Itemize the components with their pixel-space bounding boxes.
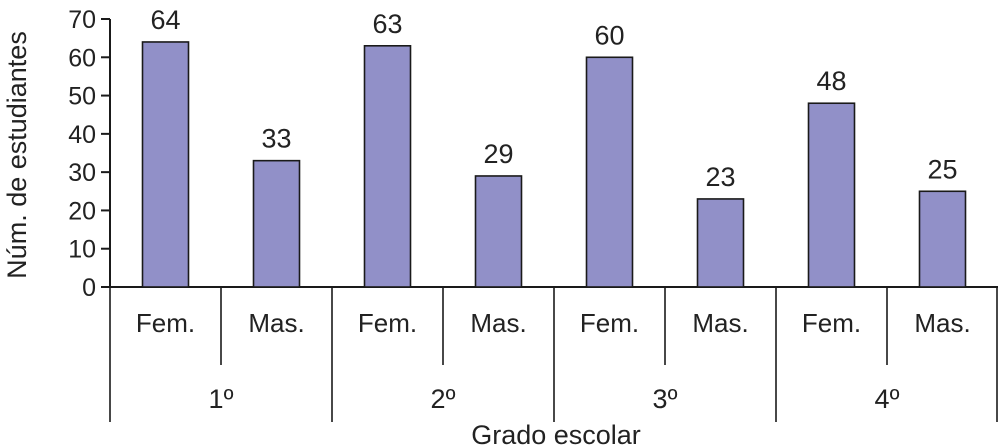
y-tick-label: 70 bbox=[68, 6, 96, 34]
group-label: 4º bbox=[875, 384, 900, 414]
category-label: Fem. bbox=[580, 308, 639, 338]
bar-value-label: 29 bbox=[483, 139, 513, 169]
y-tick-label: 30 bbox=[68, 159, 96, 187]
category-label: Mas. bbox=[692, 308, 748, 338]
y-tick-label: 40 bbox=[68, 121, 96, 149]
bar-value-label: 23 bbox=[705, 162, 735, 192]
y-axis-title: Núm. de estudiantes bbox=[2, 31, 32, 279]
bar bbox=[696, 198, 745, 288]
category-label: Fem. bbox=[802, 308, 861, 338]
bar-value-label: 48 bbox=[816, 66, 846, 96]
category-label: Fem. bbox=[358, 308, 417, 338]
category-label: Mas. bbox=[914, 308, 970, 338]
group-label: 3º bbox=[653, 384, 678, 414]
x-axis-title: Grado escolar bbox=[471, 420, 641, 448]
y-tick-label: 0 bbox=[82, 274, 96, 302]
category-label: Mas. bbox=[248, 308, 304, 338]
bar-value-label: 33 bbox=[261, 124, 291, 154]
bar bbox=[363, 44, 412, 288]
group-label: 2º bbox=[431, 384, 456, 414]
y-tick-label: 10 bbox=[68, 236, 96, 264]
group-label: 1º bbox=[209, 384, 234, 414]
bar bbox=[918, 190, 967, 288]
bar bbox=[252, 159, 301, 288]
bar bbox=[141, 41, 190, 288]
y-tick-label: 60 bbox=[68, 44, 96, 72]
bar bbox=[585, 56, 634, 288]
bar-value-label: 64 bbox=[150, 5, 180, 35]
category-label: Fem. bbox=[136, 308, 195, 338]
y-tick-label: 50 bbox=[68, 83, 96, 111]
bar-value-label: 25 bbox=[927, 154, 957, 184]
y-tick-label: 20 bbox=[68, 197, 96, 225]
bar-value-label: 60 bbox=[594, 20, 624, 50]
bar-value-label: 63 bbox=[372, 9, 402, 39]
bar bbox=[807, 102, 856, 288]
bar bbox=[474, 175, 523, 288]
category-label: Mas. bbox=[470, 308, 526, 338]
